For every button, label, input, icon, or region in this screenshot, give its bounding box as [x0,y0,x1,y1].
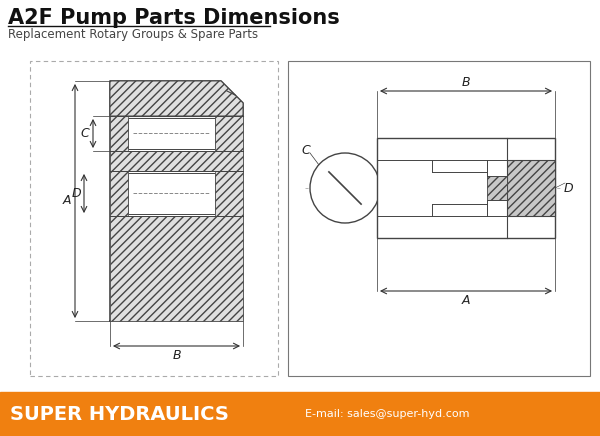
Bar [288,61,590,376]
Bar [507,160,555,216]
Circle shape [310,153,380,223]
Bar [0,392,600,436]
Polygon shape [110,81,243,116]
Bar [30,61,278,376]
Text: Replacement Rotary Groups & Spare Parts: Replacement Rotary Groups & Spare Parts [8,28,258,41]
Bar [487,176,507,200]
Bar [128,173,215,214]
Text: C: C [302,143,310,157]
Bar [128,118,215,149]
Text: A: A [462,294,470,307]
Bar [110,171,128,216]
Text: A: A [63,194,71,208]
Text: SUPER HYDRAULICS: SUPER HYDRAULICS [10,405,229,423]
Text: A2F Pump Parts Dimensions: A2F Pump Parts Dimensions [8,8,340,28]
Bar [215,171,243,216]
Bar [110,216,243,321]
Text: D: D [71,187,81,200]
Bar [110,116,128,151]
Bar [215,116,243,151]
Bar [377,138,555,238]
Text: B: B [172,348,181,361]
Text: B: B [461,76,470,89]
Text: C: C [80,127,89,140]
Text: D: D [563,181,573,194]
Bar [110,151,243,171]
Text: E-mail: sales@super-hyd.com: E-mail: sales@super-hyd.com [305,409,470,419]
